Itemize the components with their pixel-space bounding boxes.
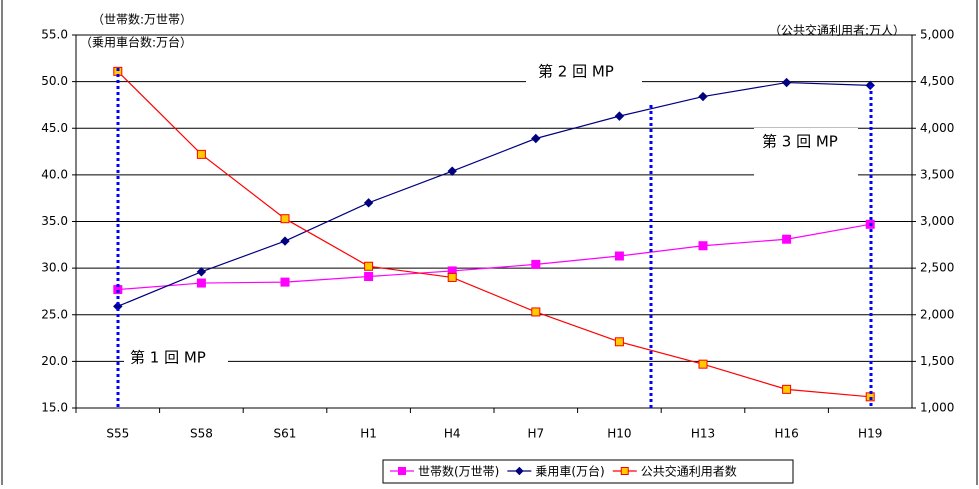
marker [620, 467, 629, 475]
marker [364, 272, 374, 282]
marker [515, 466, 524, 476]
annotation: 第 2 回 MP [538, 63, 614, 81]
marker [531, 133, 541, 144]
y2-tick-label: 2,500 [920, 261, 954, 275]
y-tick-label: 35.0 [41, 214, 68, 228]
y-tick-label: 45.0 [41, 121, 68, 135]
y2-tick-label: 1,000 [920, 401, 954, 415]
x-tick-label: H10 [607, 427, 631, 441]
y-tick-label: 50.0 [41, 74, 68, 88]
label-bg [124, 345, 228, 373]
y-tick-label: 25.0 [41, 307, 68, 321]
label-bg [526, 58, 642, 88]
y-tick-label: 20.0 [41, 354, 68, 368]
y2-tick-label: 3,500 [920, 167, 954, 181]
label-bg [754, 128, 858, 176]
y2-tick-label: 3,000 [920, 214, 954, 228]
legend [382, 459, 794, 484]
y-tick-label: 55.0 [41, 28, 68, 42]
marker [398, 467, 406, 475]
marker [698, 241, 708, 251]
marker [280, 236, 290, 246]
marker [698, 359, 708, 369]
legend-label: 乗用車(万台) [535, 464, 604, 479]
x-tick-label: H1 [360, 427, 377, 441]
annotation: （世帯数:万世帯） [92, 12, 192, 27]
annotation: 第 3 回 MP [762, 133, 838, 151]
marker [614, 337, 624, 347]
legend-label: 世帯数(万世帯) [418, 464, 499, 479]
x-tick-label: H13 [691, 427, 715, 441]
marker [782, 384, 792, 394]
series-line [117, 81, 871, 307]
marker [196, 267, 207, 277]
y2-tick-label: 5,000 [920, 28, 954, 42]
y-tick-label: 15.0 [41, 401, 68, 415]
x-tick-label: S58 [190, 427, 213, 441]
marker [782, 234, 792, 244]
y2-tick-label: 4,500 [920, 74, 954, 88]
y2-tick-label: 2,000 [920, 307, 954, 321]
y2-tick-label: 1,500 [920, 354, 954, 368]
x-tick-label: H16 [774, 427, 798, 441]
marker [781, 77, 792, 88]
marker [280, 214, 290, 224]
x-tick-label: H4 [444, 427, 461, 441]
annotation: （乗用車台数:万台） [80, 35, 192, 50]
marker [614, 111, 625, 121]
marker [531, 307, 541, 317]
y-tick-label: 30.0 [41, 261, 68, 275]
x-tick-label: H7 [527, 427, 544, 441]
x-tick-label: H19 [858, 427, 882, 441]
marker [531, 259, 541, 269]
marker [196, 278, 206, 288]
legend-label: 公共交通利用者数 [641, 464, 737, 479]
marker [196, 149, 206, 159]
series-line [117, 70, 871, 398]
y-tick-label: 40.0 [41, 167, 68, 181]
marker [280, 277, 290, 287]
series-line [117, 223, 871, 291]
annotation: 第 1 回 MP [130, 349, 206, 367]
annotation: （公共交通利用者:万人） [769, 23, 905, 38]
x-tick-label: S61 [274, 427, 297, 441]
y2-tick-label: 4,000 [920, 121, 954, 135]
marker [363, 198, 374, 208]
marker [447, 272, 457, 282]
marker [614, 251, 624, 261]
marker [447, 166, 457, 176]
marker [698, 91, 708, 102]
marker [364, 261, 374, 271]
x-tick-label: S55 [106, 427, 129, 441]
